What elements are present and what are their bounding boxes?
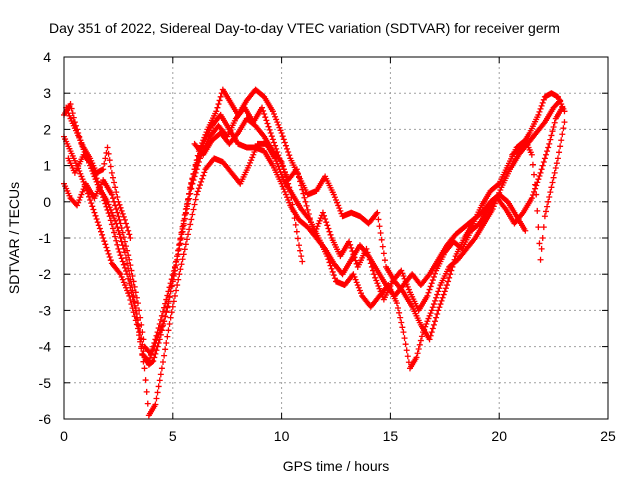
data-points [61, 86, 568, 419]
y-tick-label: -4 [39, 339, 52, 355]
y-tick-label: 2 [43, 121, 51, 137]
x-axis-label: GPS time / hours [283, 458, 390, 474]
y-tick-label: -1 [39, 230, 52, 246]
x-tick-label: 25 [600, 428, 616, 444]
y-tick-label: 1 [43, 158, 51, 174]
grid [64, 57, 608, 419]
chart-title: Day 351 of 2022, Sidereal Day-to-day VTE… [49, 20, 560, 36]
y-tick-label: 3 [43, 85, 51, 101]
y-tick-label: -5 [39, 375, 52, 391]
series-track-3 [65, 86, 568, 365]
data-point-markers [63, 90, 568, 265]
y-axis-label: SDTVAR / TECUs [6, 182, 22, 294]
y-tick-label: 4 [43, 49, 51, 65]
x-tick-label: 0 [60, 428, 68, 444]
data-point-markers [61, 97, 564, 419]
series-track-2 [61, 97, 564, 419]
series-track-5 [63, 90, 568, 265]
data-point-markers [65, 86, 568, 365]
y-tick-label: -2 [39, 266, 52, 282]
x-tick-label: 10 [274, 428, 290, 444]
x-tick-label: 5 [169, 428, 177, 444]
axis-ticks: -6 -5 -4 -3 -2 -1 0 1 2 3 4 0 5 10 15 20 25 [39, 49, 616, 444]
x-tick-label: 15 [383, 428, 399, 444]
y-tick-label: -6 [39, 411, 52, 427]
y-tick-label: -3 [39, 302, 52, 318]
x-tick-label: 20 [491, 428, 507, 444]
y-tick-label: 0 [43, 194, 51, 210]
